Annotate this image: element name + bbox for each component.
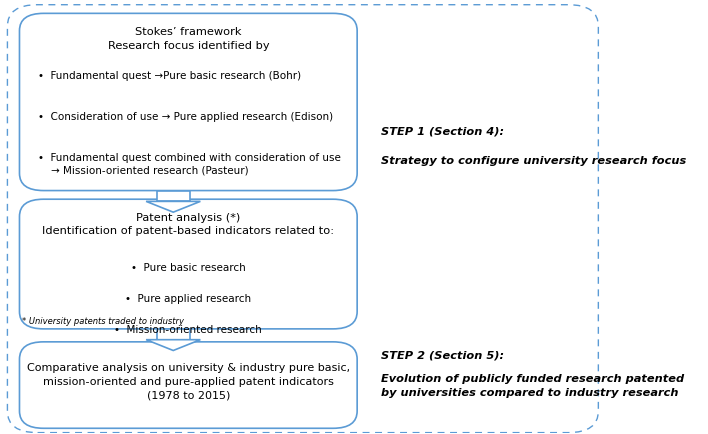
- Text: Evolution of publicly funded research patented
by universities compared to indus: Evolution of publicly funded research pa…: [382, 374, 685, 397]
- Text: •  Mission-oriented research: • Mission-oriented research: [115, 324, 262, 334]
- Text: * University patents traded to industry: * University patents traded to industry: [23, 316, 185, 325]
- Polygon shape: [146, 202, 200, 213]
- Text: •  Pure applied research: • Pure applied research: [125, 293, 251, 303]
- Text: STEP 2 (Section 5):: STEP 2 (Section 5):: [382, 350, 504, 360]
- Polygon shape: [156, 191, 190, 202]
- FancyBboxPatch shape: [20, 342, 357, 428]
- Polygon shape: [146, 340, 200, 351]
- Text: Strategy to configure university research focus: Strategy to configure university researc…: [382, 156, 687, 166]
- FancyBboxPatch shape: [20, 200, 357, 329]
- Text: •  Consideration of use → Pure applied research (Edison): • Consideration of use → Pure applied re…: [38, 112, 333, 122]
- Text: Comparative analysis on university & industry pure basic,
mission-oriented and p: Comparative analysis on university & ind…: [27, 362, 350, 400]
- Text: STEP 1 (Section 4):: STEP 1 (Section 4):: [382, 126, 504, 136]
- Text: Patent analysis (*)
Identification of patent-based indicators related to:: Patent analysis (*) Identification of pa…: [42, 213, 334, 236]
- FancyBboxPatch shape: [20, 14, 357, 191]
- Text: Stokes’ framework
Research focus identified by: Stokes’ framework Research focus identif…: [108, 27, 269, 50]
- Text: •  Fundamental quest combined with consideration of use
    → Mission-oriented r: • Fundamental quest combined with consid…: [38, 152, 341, 174]
- Text: •  Pure basic research: • Pure basic research: [131, 262, 246, 272]
- Polygon shape: [156, 329, 190, 340]
- Text: •  Fundamental quest →Pure basic research (Bohr): • Fundamental quest →Pure basic research…: [38, 70, 301, 80]
